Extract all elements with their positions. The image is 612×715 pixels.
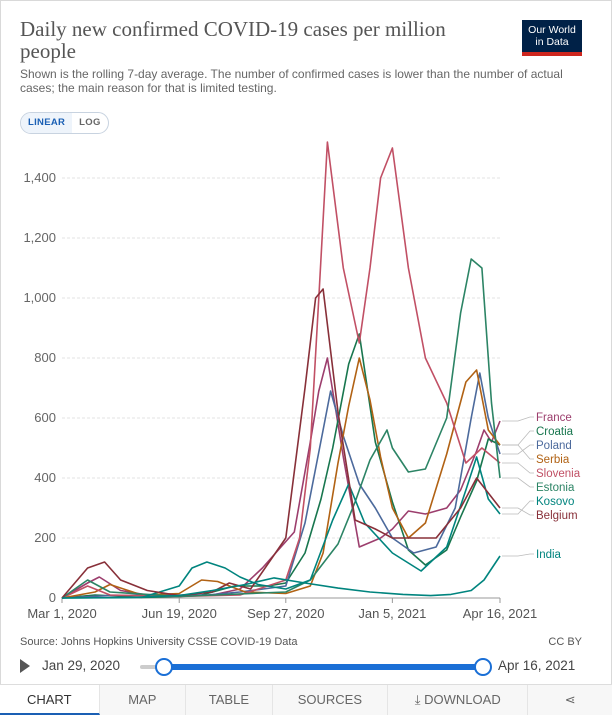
- owid-logo[interactable]: Our World in Data: [522, 20, 582, 56]
- log-scale-button[interactable]: LOG: [79, 117, 101, 128]
- y-tick-label: 600: [34, 410, 56, 425]
- logo-line-2: in Data: [535, 36, 569, 48]
- license-label[interactable]: CC BY: [548, 636, 582, 648]
- legend-connector: [502, 507, 534, 516]
- download-label: DOWNLOAD: [424, 692, 501, 707]
- legend: France Croatia Poland Serbia Slovenia Estonia…: [502, 412, 581, 561]
- y-axis: 0 200 400 600 800 1,000 1,200 1,400: [23, 170, 56, 605]
- legend-connector: [502, 444, 534, 455]
- series-line-estonia: [61, 258, 501, 599]
- timeline-end-label: Apr 16, 2021: [498, 658, 576, 673]
- chart-subtitle: Shown is the rolling 7-day average. The …: [20, 67, 563, 95]
- share-button[interactable]: ⋖: [528, 685, 612, 715]
- y-tick-label: 0: [49, 590, 56, 605]
- timeline: Jan 29, 2020 Apr 16, 2021: [20, 655, 590, 677]
- y-tick-label: 400: [34, 470, 56, 485]
- legend-label-croatia: Croatia: [536, 426, 574, 438]
- legend-connector: [502, 553, 534, 557]
- legend-label-poland: Poland: [536, 440, 572, 452]
- series-line-poland: [61, 372, 501, 599]
- y-tick-label: 1,000: [23, 290, 56, 305]
- x-tick-label: Mar 1, 2020: [27, 606, 96, 621]
- x-tick-label: Sep 27, 2020: [247, 606, 324, 621]
- tab-download[interactable]: ⤓ DOWNLOAD: [388, 685, 529, 715]
- tab-chart[interactable]: CHART: [0, 685, 100, 715]
- legend-label-india: India: [536, 549, 562, 561]
- tab-sources[interactable]: SOURCES: [273, 685, 389, 715]
- logo-line-1: Our World: [528, 24, 576, 36]
- y-tick-label: 800: [34, 350, 56, 365]
- series-line-india: [61, 555, 501, 599]
- legend-connector: [502, 416, 534, 422]
- source-note[interactable]: Source: Johns Hopkins University CSSE CO…: [20, 636, 298, 648]
- legend-connector: [502, 500, 534, 515]
- download-icon: ⤓: [414, 692, 425, 707]
- legend-connector: [502, 462, 534, 474]
- timeline-end-handle[interactable]: [474, 658, 492, 676]
- timeline-start-handle[interactable]: [155, 658, 173, 676]
- series-line-slovenia: [61, 141, 501, 599]
- legend-label-belgium: Belgium: [536, 510, 578, 522]
- series-line-serbia: [61, 357, 501, 599]
- tab-bar: CHART MAP TABLE SOURCES ⤓ DOWNLOAD ⋖: [0, 684, 612, 715]
- legend-label-serbia: Serbia: [536, 454, 570, 466]
- tab-map[interactable]: MAP: [100, 685, 187, 715]
- legend-label-kosovo: Kosovo: [536, 496, 574, 508]
- y-tick-label: 1,200: [23, 230, 56, 245]
- tab-table[interactable]: TABLE: [186, 685, 273, 715]
- series-line-kosovo: [61, 456, 501, 599]
- share-icon: ⋖: [564, 692, 576, 707]
- y-tick-label: 1,400: [23, 170, 56, 185]
- legend-label-estonia: Estonia: [536, 482, 575, 494]
- linear-scale-button[interactable]: LINEAR: [21, 113, 73, 133]
- play-icon[interactable]: [20, 659, 30, 673]
- legend-label-slovenia: Slovenia: [536, 468, 581, 480]
- legend-connector: [502, 430, 534, 446]
- legend-connector: [502, 444, 534, 460]
- scale-toggle: LINEAR LOG: [20, 112, 109, 134]
- y-tick-label: 200: [34, 530, 56, 545]
- legend-connector: [502, 477, 534, 488]
- x-tick-label: Jan 5, 2021: [358, 606, 426, 621]
- series-line-belgium: [61, 288, 501, 599]
- chart-title: Daily new confirmed COVID-19 cases per m…: [20, 17, 446, 63]
- logo-red-bar: [522, 52, 582, 56]
- x-axis: Mar 1, 2020 Jun 19, 2020 Sep 27, 2020 Jan 5…: [27, 598, 537, 621]
- gridlines: [62, 177, 500, 599]
- x-tick-label: Jun 19, 2020: [142, 606, 217, 621]
- series-lines: [61, 141, 501, 599]
- timeline-selected-range: [163, 664, 483, 670]
- line-chart: 0 200 400 600 800 1,000 1,200 1,400 Mar 1, 2020…: [23, 141, 581, 621]
- timeline-start-label: Jan 29, 2020: [42, 658, 121, 673]
- legend-label-france: France: [536, 412, 572, 424]
- x-tick-label: Apr 16, 2021: [463, 606, 537, 621]
